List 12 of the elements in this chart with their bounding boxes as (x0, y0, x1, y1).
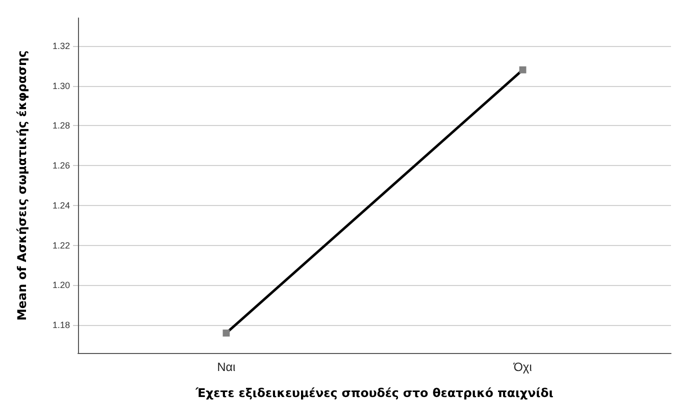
y-tick-label: 1.32 (52, 40, 70, 51)
x-tick-label: Ναι (217, 360, 236, 374)
x-axis-title: Έχετε εξιδεικευμένες σπουδές στο θεατρικό παιχνίδι (194, 386, 554, 400)
y-tick-label: 1.28 (52, 120, 70, 131)
y-tick-label: 1.18 (52, 320, 70, 330)
y-tick-label: 1.22 (52, 240, 70, 250)
x-tick-label: Όχι (512, 360, 532, 374)
y-tick-label: 1.26 (52, 160, 70, 171)
y-axis-title: Mean of Ασκήσεις σωματικής έκφρασης (15, 50, 29, 321)
y-tick-label: 1.30 (52, 80, 70, 91)
y-tick-label: 1.20 (52, 280, 70, 290)
y-tick-label: 1.24 (52, 200, 70, 210)
